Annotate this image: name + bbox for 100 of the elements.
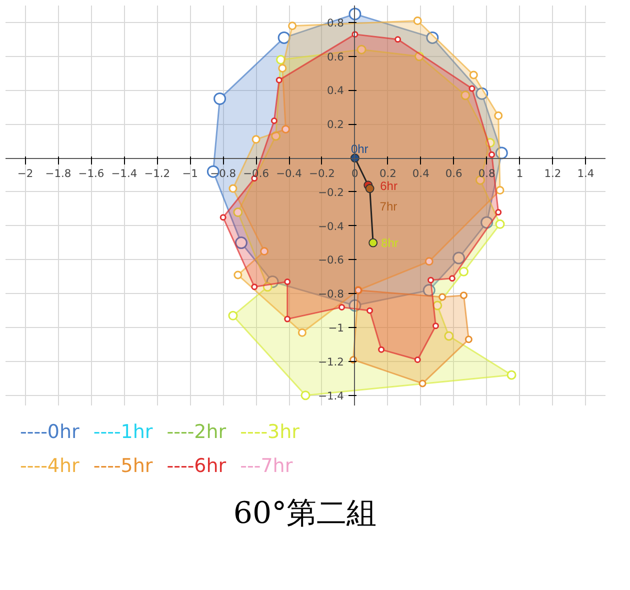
text: ----0hr bbox=[20, 421, 80, 443]
point bbox=[495, 219, 505, 229]
point bbox=[260, 247, 269, 256]
point bbox=[278, 31, 290, 44]
x-tick-label: 0.6 bbox=[445, 167, 463, 180]
point bbox=[228, 184, 238, 193]
point bbox=[288, 22, 297, 30]
point bbox=[228, 310, 238, 320]
x-tick-label: 0.4 bbox=[412, 167, 430, 180]
point bbox=[252, 135, 260, 144]
y-tick-label: −1.4 bbox=[318, 389, 344, 402]
point bbox=[338, 304, 346, 310]
x-tick-label: −1.4 bbox=[111, 167, 138, 180]
text: ----5hr bbox=[93, 455, 153, 477]
y-tick-label: 0.4 bbox=[327, 84, 344, 98]
x-tick-label: 1 bbox=[516, 167, 524, 180]
point bbox=[262, 282, 272, 292]
point bbox=[368, 238, 378, 248]
point bbox=[468, 85, 476, 92]
point bbox=[428, 276, 434, 284]
annotation: 8hr bbox=[381, 236, 398, 250]
y-tick-label: −0.8 bbox=[318, 288, 344, 301]
point bbox=[495, 146, 508, 160]
point bbox=[234, 236, 248, 250]
x-tick-label: −0.2 bbox=[309, 167, 335, 180]
point bbox=[348, 299, 362, 312]
point bbox=[394, 36, 402, 43]
point bbox=[460, 90, 470, 100]
point bbox=[424, 257, 434, 266]
point bbox=[444, 331, 454, 341]
x-tick-label: −0.4 bbox=[276, 167, 302, 180]
point bbox=[422, 284, 436, 296]
point bbox=[464, 336, 472, 344]
point bbox=[426, 31, 439, 44]
point bbox=[506, 370, 516, 380]
point bbox=[365, 184, 374, 194]
text: ----6hr bbox=[166, 455, 226, 477]
point bbox=[270, 118, 278, 124]
legend-label: ----1hr bbox=[93, 421, 153, 443]
y-tick-label: −0.2 bbox=[318, 186, 344, 199]
point bbox=[356, 44, 366, 54]
point bbox=[496, 186, 504, 194]
y-tick-label: 0.2 bbox=[327, 118, 344, 132]
point bbox=[298, 328, 306, 337]
y-tick-label: −1.2 bbox=[318, 355, 344, 368]
point bbox=[378, 346, 385, 353]
x-tick-label: 1.4 bbox=[577, 167, 594, 180]
point bbox=[348, 8, 362, 20]
y-tick-label: −1 bbox=[328, 322, 344, 335]
point bbox=[278, 64, 287, 72]
legend-label: ----2hr bbox=[166, 421, 226, 443]
point bbox=[271, 131, 281, 141]
point bbox=[251, 284, 258, 290]
annotation: 6hr bbox=[380, 179, 398, 194]
y-tick-label: −0.4 bbox=[318, 220, 344, 233]
x-tick-label: −2 bbox=[17, 167, 34, 180]
point bbox=[438, 293, 446, 301]
y-tick-label: −0.6 bbox=[318, 254, 344, 267]
point bbox=[458, 266, 468, 276]
point bbox=[485, 138, 495, 148]
x-tick-label: 0.8 bbox=[478, 167, 496, 180]
x-tick-label: −1 bbox=[182, 167, 198, 180]
point bbox=[432, 322, 439, 330]
y-tick-label: 0.6 bbox=[327, 50, 344, 64]
series-label: ----3hr bbox=[240, 421, 300, 443]
point bbox=[418, 380, 426, 388]
x-tick-label: 1.2 bbox=[544, 167, 562, 180]
x-tick-label: 0.2 bbox=[379, 167, 396, 180]
point bbox=[233, 208, 243, 218]
point bbox=[495, 209, 502, 216]
point bbox=[276, 76, 282, 84]
point bbox=[452, 252, 466, 264]
legend-label: ---7hr bbox=[240, 455, 293, 477]
point bbox=[414, 356, 421, 363]
point bbox=[480, 216, 494, 229]
point bbox=[281, 124, 290, 134]
point bbox=[448, 275, 456, 282]
point bbox=[234, 270, 242, 280]
point bbox=[469, 70, 478, 80]
point bbox=[284, 278, 291, 286]
point bbox=[220, 214, 226, 221]
point bbox=[476, 87, 488, 100]
point bbox=[276, 54, 286, 64]
x-tick-label: −1.2 bbox=[144, 167, 170, 180]
point bbox=[414, 52, 424, 62]
x-tick-label: −1.8 bbox=[45, 167, 72, 180]
point bbox=[300, 390, 310, 400]
point bbox=[488, 151, 496, 158]
point bbox=[494, 111, 503, 120]
point bbox=[366, 307, 374, 314]
x-tick-label: −1.6 bbox=[78, 167, 104, 180]
x-tick-label: −0.6 bbox=[243, 167, 270, 180]
point bbox=[214, 92, 226, 105]
text: ----4hr bbox=[20, 455, 80, 477]
annotation: 7hr bbox=[380, 200, 398, 214]
point bbox=[284, 316, 291, 322]
point bbox=[432, 300, 442, 310]
text: 60°第二組 bbox=[233, 495, 377, 533]
point bbox=[460, 292, 468, 300]
point bbox=[413, 16, 422, 25]
